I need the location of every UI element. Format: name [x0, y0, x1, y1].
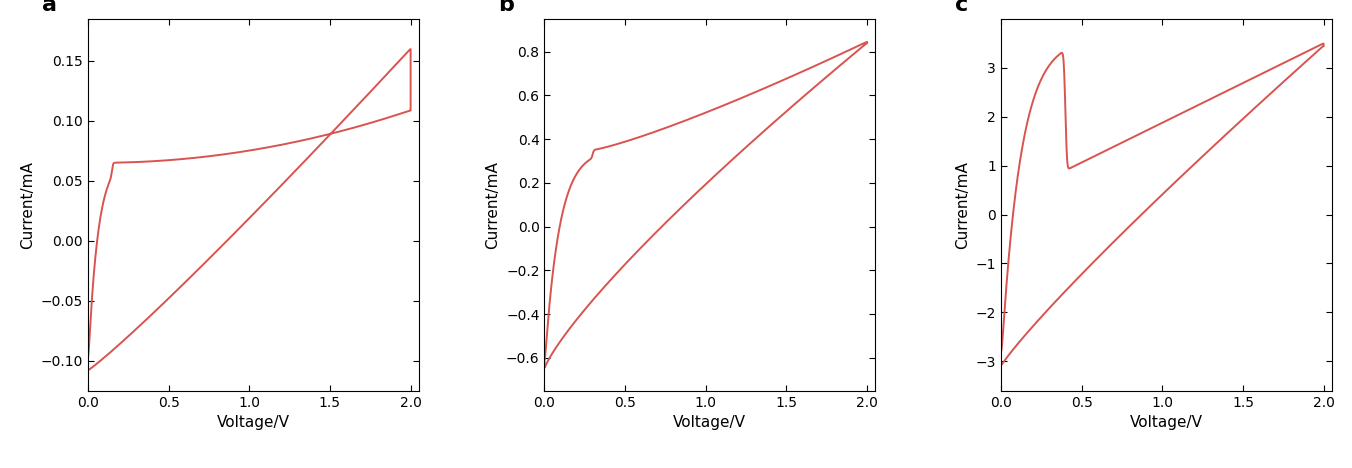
X-axis label: Voltage/V: Voltage/V — [216, 415, 289, 430]
X-axis label: Voltage/V: Voltage/V — [673, 415, 746, 430]
Y-axis label: Current/mA: Current/mA — [20, 161, 35, 249]
Text: a: a — [42, 0, 57, 15]
Y-axis label: Current/mA: Current/mA — [485, 161, 500, 249]
Y-axis label: Current/mA: Current/mA — [955, 161, 969, 249]
X-axis label: Voltage/V: Voltage/V — [1130, 415, 1203, 430]
Text: c: c — [955, 0, 968, 15]
Text: b: b — [498, 0, 514, 15]
